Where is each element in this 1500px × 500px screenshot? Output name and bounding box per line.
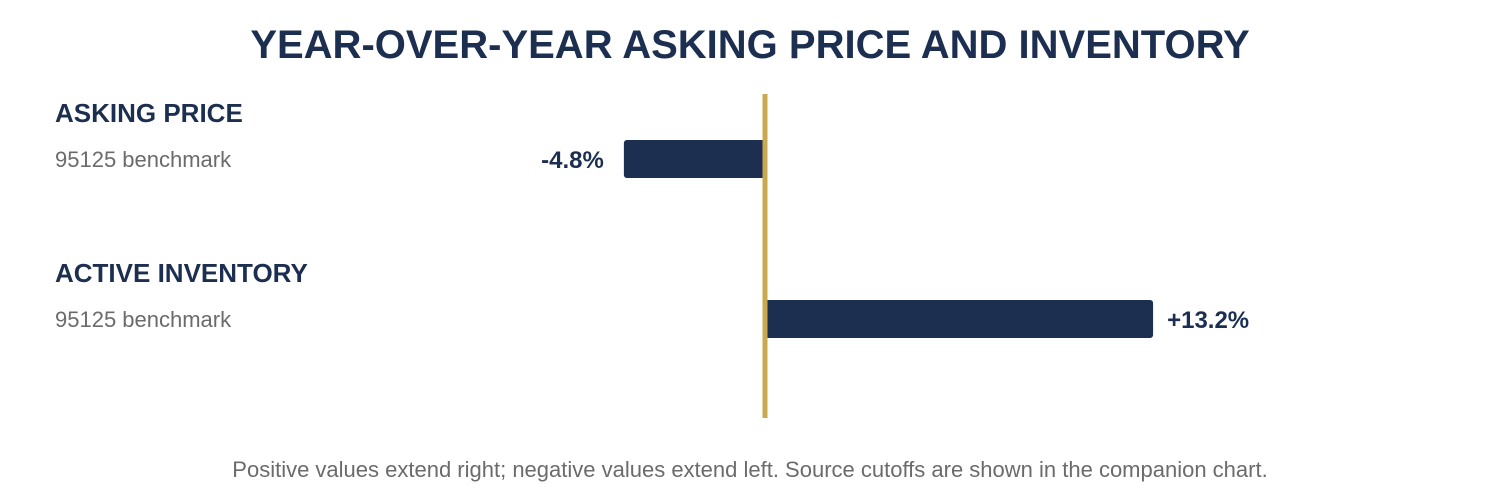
value-label-asking-price: -4.8% xyxy=(541,147,604,174)
row-label-active-inventory: ACTIVE INVENTORY xyxy=(55,258,308,288)
chart-title: YEAR-OVER-YEAR ASKING PRICE AND INVENTOR… xyxy=(250,23,1250,67)
footnote: Positive values extend right; negative v… xyxy=(232,457,1267,482)
bar-asking-price xyxy=(623,140,765,178)
row-label-asking-price: ASKING PRICE xyxy=(55,98,243,128)
value-label-active-inventory: +13.2% xyxy=(1167,307,1249,334)
row-subtitle-active-inventory: 95125 benchmark xyxy=(55,307,232,332)
bars-layer: -4.8% +13.2% xyxy=(541,140,1249,338)
row-subtitle-asking-price: 95125 benchmark xyxy=(55,147,232,172)
bar-active-inventory xyxy=(765,300,1154,338)
